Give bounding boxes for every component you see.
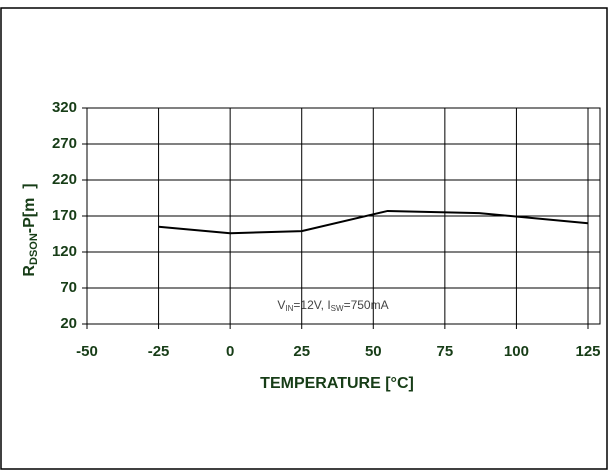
x-tick-label: 125: [575, 343, 600, 360]
x-tick-label: 75: [437, 343, 454, 360]
y-axis-title: RDSON-P[m ]: [21, 183, 40, 276]
y-tick-label: 320: [52, 99, 77, 116]
y-tick-label: 120: [52, 243, 77, 260]
annotation-vrest: =12V, I: [293, 298, 330, 312]
x-tick-label: -50: [76, 343, 98, 360]
x-tick-label: 50: [365, 343, 382, 360]
y-tick-label: 170: [52, 207, 77, 224]
y-tick-label: 20: [60, 315, 77, 332]
x-axis-title: TEMPERATURE [°C]: [260, 375, 414, 392]
x-tick-label: 100: [504, 343, 529, 360]
x-tick-label: -25: [148, 343, 170, 360]
annotation-isub: SW: [331, 304, 344, 313]
annotation-irest: =750mA: [344, 298, 389, 312]
frame: [0, 7, 608, 470]
y-tick-label: 220: [52, 171, 77, 188]
annotation-v: V: [277, 298, 285, 312]
data-line: [158, 209, 589, 235]
y-tick-label: 270: [52, 135, 77, 152]
x-tick-label: 0: [226, 343, 234, 360]
y-tick-label: 70: [60, 279, 77, 296]
y-axis-title-main: R: [21, 265, 38, 277]
annotation-vsub: IN: [285, 304, 293, 313]
y-axis-title-rest: -P[m ]: [21, 183, 38, 233]
annotation: VIN=12V, ISW=750mA: [277, 298, 388, 313]
x-tick-label: 25: [293, 343, 310, 360]
y-axis-title-sub: DSON: [28, 233, 40, 265]
